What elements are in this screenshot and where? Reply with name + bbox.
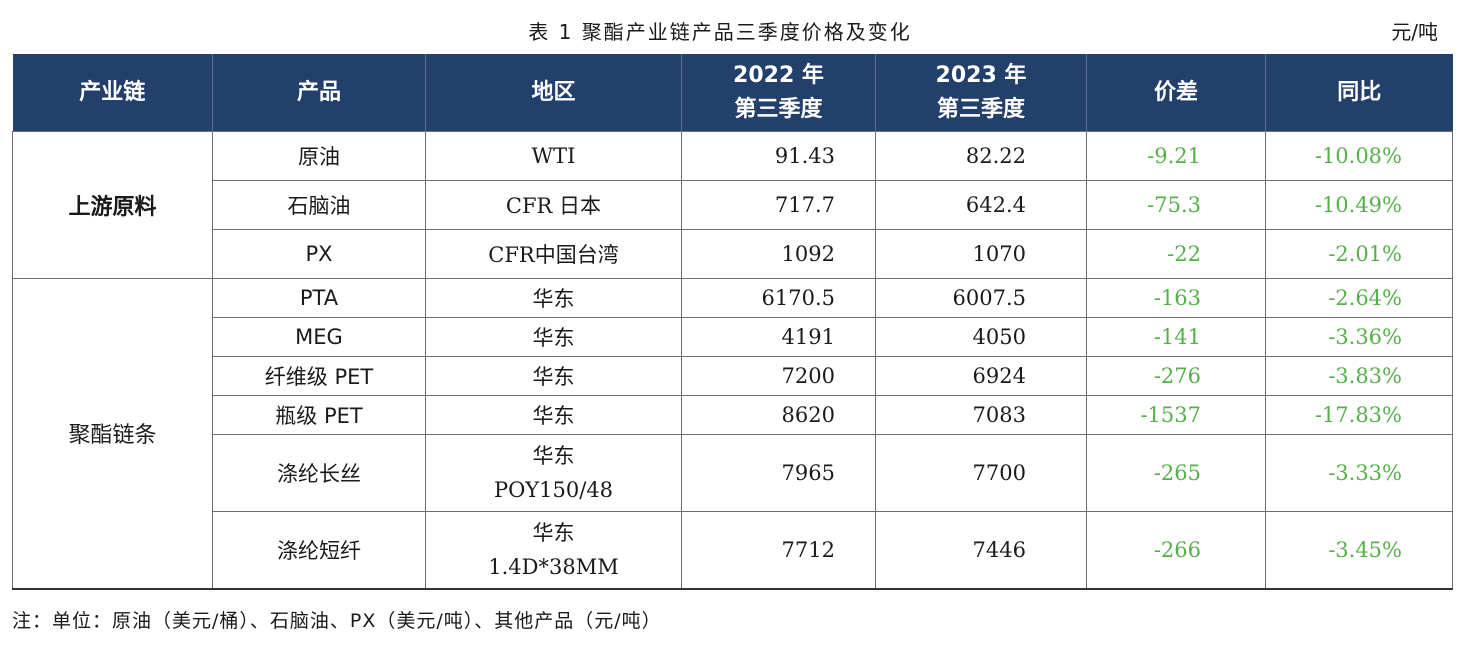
- cell-2022: 1092: [681, 229, 876, 279]
- cell-yoy: -3.36%: [1265, 317, 1453, 357]
- table-row: 石脑油 CFR 日本 717.7 642.4 -75.3 -10.49%: [13, 180, 1453, 230]
- table-row: 纤维级 PET 华东 7200 6924 -276 -3.83%: [13, 356, 1453, 396]
- table-row: PX CFR中国台湾 1092 1070 -22 -2.01%: [13, 229, 1453, 279]
- cell-diff: -22: [1086, 229, 1266, 279]
- cell-2023: 6007.5: [875, 278, 1087, 318]
- table-row: 涤纶短纤 华东 1.4D*38MM 7712 7446 -266 -3.45%: [13, 511, 1453, 589]
- cell-2023: 7446: [875, 511, 1087, 589]
- cell-2022: 7200: [681, 356, 876, 396]
- cell-product: PX: [212, 229, 426, 279]
- cell-2022: 7712: [681, 511, 876, 589]
- cell-region: 华东 1.4D*38MM: [425, 511, 682, 589]
- cell-yoy: -10.08%: [1265, 131, 1453, 181]
- header-yoy: 同比: [1265, 54, 1453, 132]
- cell-diff: -9.21: [1086, 131, 1266, 181]
- table-row: 涤纶长丝 华东 POY150/48 7965 7700 -265 -3.33%: [13, 434, 1453, 512]
- unit-label: 元/吨: [1391, 20, 1438, 44]
- table-note: 注：单位：原油（美元/桶）、石脑油、PX（美元/吨）、其他产品（元/吨）: [12, 610, 662, 632]
- cell-2023: 1070: [875, 229, 1087, 279]
- cell-product: 涤纶长丝: [212, 434, 426, 512]
- group-upstream: 上游原料: [12, 131, 213, 279]
- cell-2022: 6170.5: [681, 278, 876, 318]
- header-2023-quarter: 第三季度: [936, 96, 1025, 122]
- cell-product: 瓶级 PET: [212, 395, 426, 435]
- cell-yoy: -3.33%: [1265, 434, 1453, 512]
- cell-region-line2: POY150/48: [493, 478, 614, 502]
- cell-diff: -276: [1086, 356, 1266, 396]
- cell-2023: 642.4: [875, 180, 1087, 230]
- cell-yoy: -10.49%: [1265, 180, 1453, 230]
- cell-region: 华东: [425, 395, 682, 435]
- cell-region: 华东: [425, 356, 682, 396]
- header-2023-year: 2023 年: [935, 62, 1027, 88]
- price-table: 产业链 产品 地区 2022 年 第三季度 2023 年 第三季度 价差 同比 …: [12, 54, 1453, 590]
- cell-2022: 91.43: [681, 131, 876, 181]
- header-2023q3: 2023 年 第三季度: [875, 54, 1087, 132]
- cell-diff: -141: [1086, 317, 1266, 357]
- cell-product: 纤维级 PET: [212, 356, 426, 396]
- cell-region-line1: 华东: [532, 444, 575, 468]
- cell-product: 涤纶短纤: [212, 511, 426, 589]
- cell-product: PTA: [212, 278, 426, 318]
- table-row: 上游原料 原油 WTI 91.43 82.22 -9.21 -10.08%: [12, 131, 1453, 279]
- header-row: 产业链 产品 地区 2022 年 第三季度 2023 年 第三季度 价差 同比: [12, 54, 1453, 132]
- table-row: 瓶级 PET 华东 8620 7083 -1537 -17.83%: [13, 395, 1453, 435]
- cell-region: 华东: [425, 317, 682, 357]
- header-product: 产品: [212, 54, 426, 132]
- cell-diff: -265: [1086, 434, 1266, 512]
- cell-yoy: -2.64%: [1265, 278, 1453, 318]
- cell-yoy: -2.01%: [1265, 229, 1453, 279]
- cell-region: CFR 日本: [425, 180, 682, 230]
- cell-2023: 82.22: [875, 131, 1087, 181]
- cell-region: 华东 POY150/48: [425, 434, 682, 512]
- cell-product: 石脑油: [212, 180, 426, 230]
- cell-region: CFR中国台湾: [425, 229, 682, 279]
- cell-yoy: -3.45%: [1265, 511, 1453, 589]
- cell-2023: 6924: [875, 356, 1087, 396]
- cell-2022: 8620: [681, 395, 876, 435]
- cell-yoy: -17.83%: [1265, 395, 1453, 435]
- cell-diff: -1537: [1086, 395, 1266, 435]
- header-2022-year: 2022 年: [733, 62, 824, 88]
- cell-2022: 717.7: [681, 180, 876, 230]
- cell-region-line1: 华东: [532, 520, 575, 545]
- cell-product: MEG: [212, 317, 426, 357]
- table-row: 聚酯链条 PTA 华东 6170.5 6007.5 -163 -2.64%: [12, 278, 1453, 589]
- group-polyester: 聚酯链条: [12, 278, 213, 589]
- header-region: 地区: [425, 54, 682, 132]
- header-2022q3: 2022 年 第三季度: [681, 54, 876, 132]
- cell-region-line2: 1.4D*38MM: [488, 554, 619, 579]
- cell-2023: 7700: [875, 434, 1087, 512]
- header-diff: 价差: [1086, 54, 1266, 132]
- table-row: MEG 华东 4191 4050 -141 -3.36%: [13, 317, 1453, 357]
- cell-2023: 7083: [875, 395, 1087, 435]
- cell-diff: -163: [1086, 278, 1266, 318]
- cell-yoy: -3.83%: [1265, 356, 1453, 396]
- cell-2022: 4191: [681, 317, 876, 357]
- cell-2023: 4050: [875, 317, 1087, 357]
- header-chain: 产业链: [12, 54, 213, 132]
- cell-product: 原油: [212, 131, 426, 181]
- cell-2022: 7965: [681, 434, 876, 512]
- cell-region: WTI: [425, 131, 682, 181]
- cell-diff: -266: [1086, 511, 1266, 589]
- cell-region: 华东: [425, 278, 682, 318]
- table-caption: 表 1 聚酯产业链产品三季度价格及变化: [528, 20, 912, 44]
- header-2022-quarter: 第三季度: [734, 96, 823, 122]
- cell-diff: -75.3: [1086, 180, 1266, 230]
